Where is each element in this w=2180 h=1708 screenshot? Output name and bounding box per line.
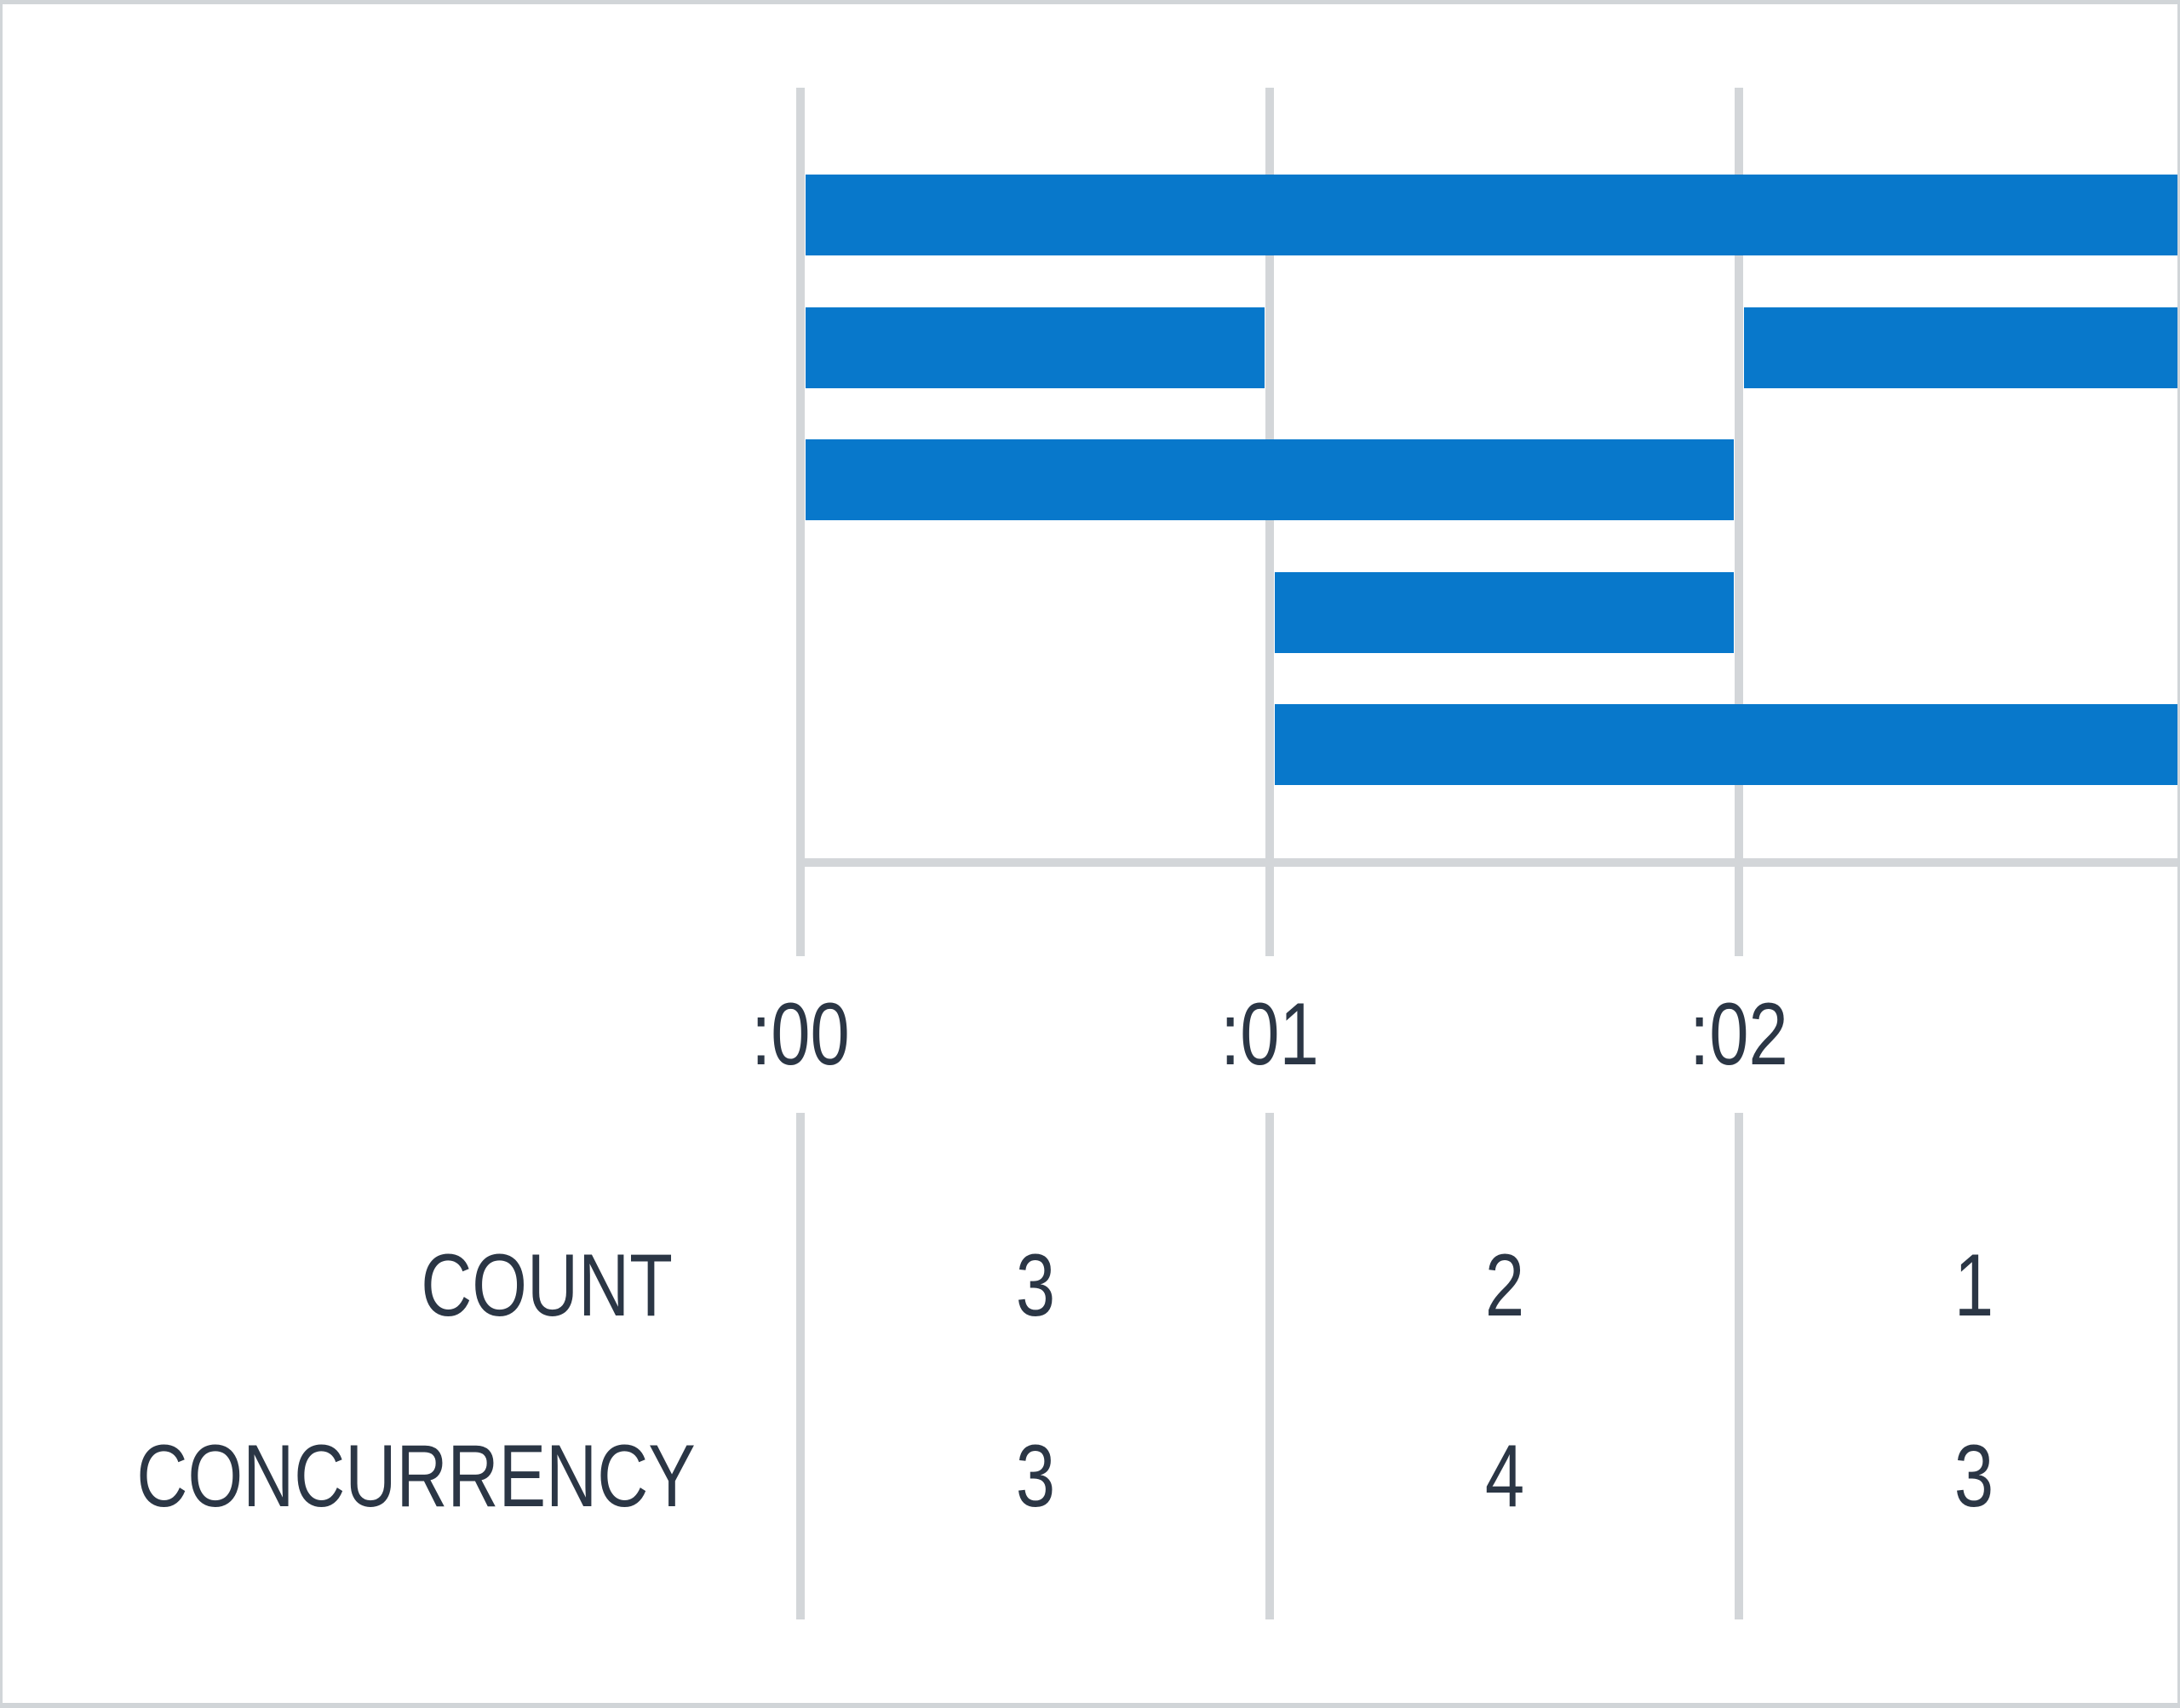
gridline-lower-:00	[796, 1113, 805, 1619]
gantt-span-bar[interactable]	[805, 175, 2177, 255]
gantt-chart-area: :00 :01 :02	[3, 4, 2177, 1703]
table-cell-value: 3	[1015, 1236, 1055, 1335]
gantt-span-bar[interactable]	[805, 307, 1265, 388]
gridline-upper-:01	[1265, 88, 1274, 956]
table-cell-value: 1	[1953, 1236, 1994, 1335]
table-row-label: CONCURRENCY	[136, 1427, 696, 1526]
x-tick-label: :00	[751, 985, 850, 1084]
gridline-lower-:01	[1265, 1113, 1274, 1619]
gantt-span-bar[interactable]	[805, 439, 1735, 520]
table-cell-value: 3	[1015, 1427, 1055, 1526]
gantt-span-bar[interactable]	[1274, 571, 1735, 653]
summary-table: COUNT 3 2 1 CONCURRENCY 3 4 3	[3, 4, 2177, 1703]
gantt-span-bar[interactable]	[1274, 704, 2177, 785]
x-axis-line	[796, 858, 2177, 867]
gridline-lower-:02	[1735, 1113, 1743, 1619]
table-row-label: COUNT	[421, 1236, 673, 1335]
x-tick-label: :02	[1690, 985, 1788, 1084]
table-cell-value: 2	[1484, 1236, 1524, 1335]
gridline-upper-:00	[796, 88, 805, 956]
table-cell-value: 3	[1953, 1427, 1994, 1526]
table-cell-value: 4	[1484, 1427, 1524, 1526]
x-tick-label: :01	[1220, 985, 1319, 1084]
gridline-upper-:02	[1735, 88, 1743, 956]
gantt-span-bar[interactable]	[1743, 307, 2177, 388]
